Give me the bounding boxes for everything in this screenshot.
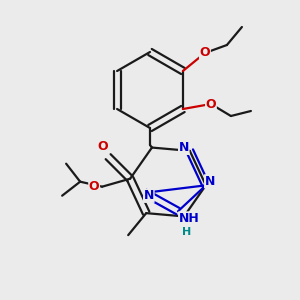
Text: NH: NH xyxy=(179,212,200,225)
Text: H: H xyxy=(182,227,192,237)
Text: O: O xyxy=(98,140,109,153)
Text: O: O xyxy=(200,46,210,59)
Text: O: O xyxy=(89,180,100,193)
Text: N: N xyxy=(144,189,154,202)
Text: O: O xyxy=(206,98,216,110)
Text: N: N xyxy=(205,175,215,188)
Text: N: N xyxy=(178,141,189,154)
